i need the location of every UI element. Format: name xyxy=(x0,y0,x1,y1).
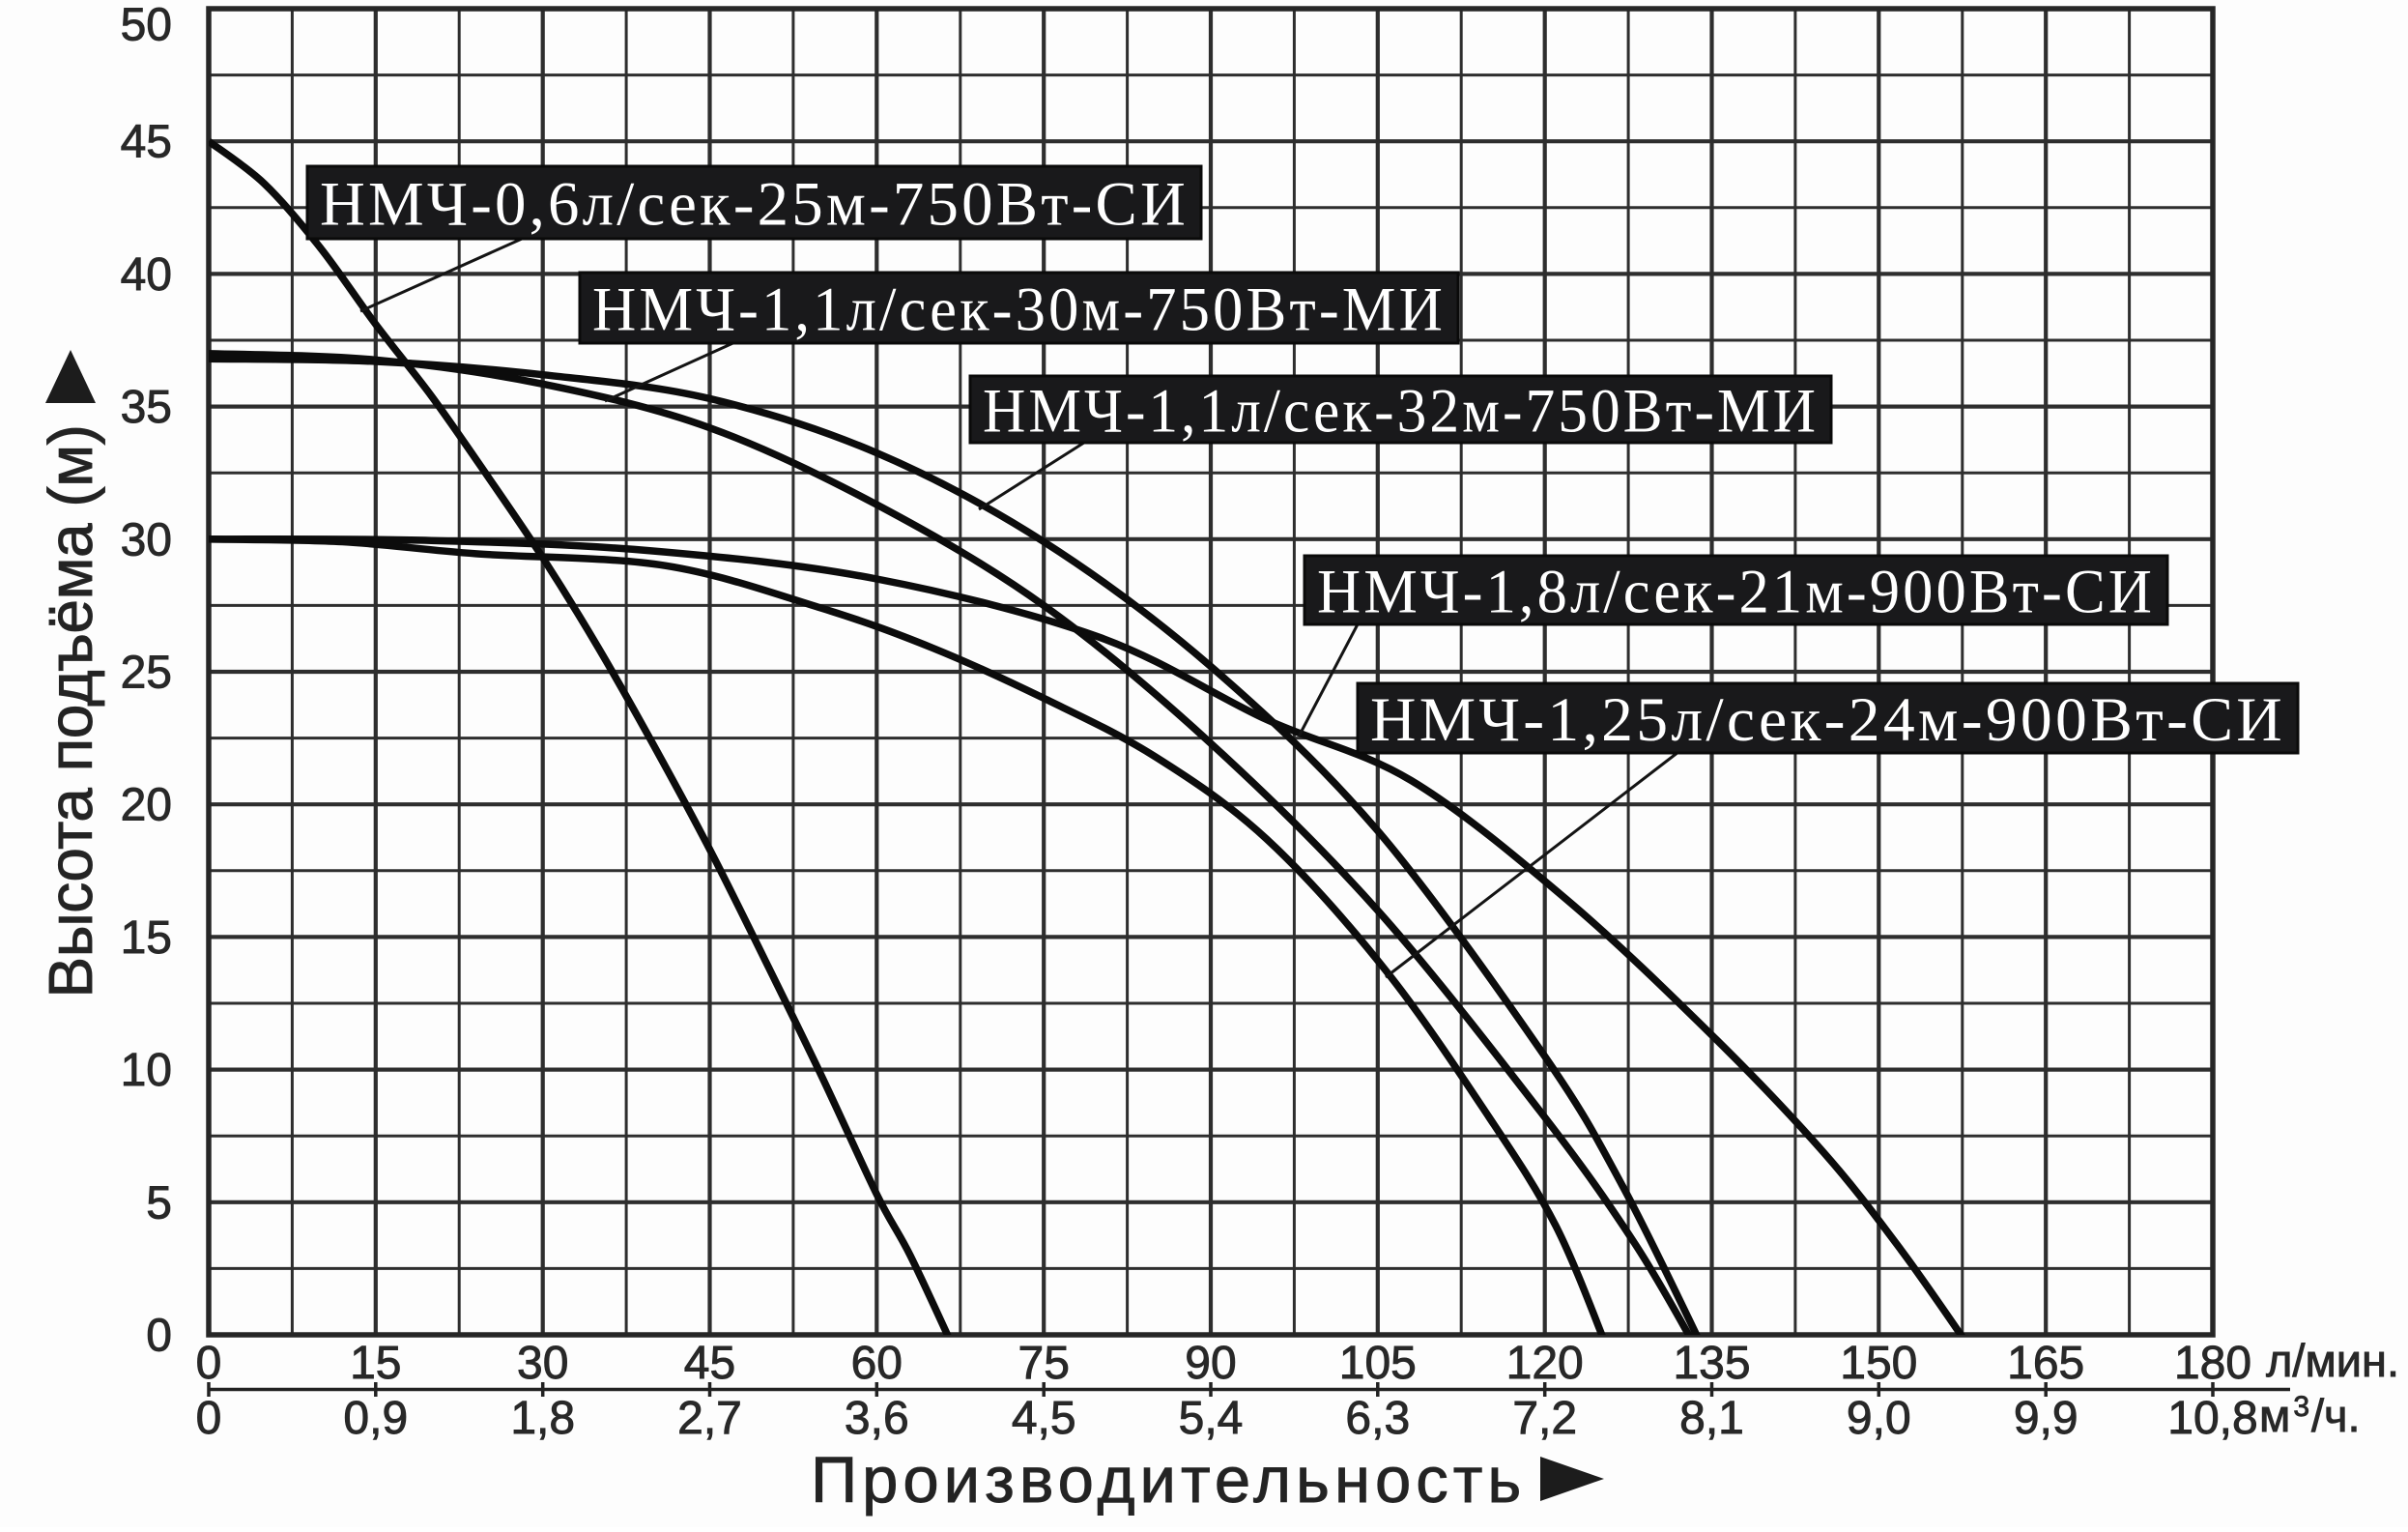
svg-text:0: 0 xyxy=(196,1338,222,1389)
svg-text:10,8: 10,8 xyxy=(2167,1393,2257,1444)
svg-text:Производительность: Производительность xyxy=(811,1444,1526,1517)
svg-text:15: 15 xyxy=(350,1338,401,1389)
svg-text:9,0: 9,0 xyxy=(1847,1393,1911,1444)
svg-text:5,4: 5,4 xyxy=(1179,1393,1244,1444)
svg-text:30: 30 xyxy=(121,514,172,565)
svg-text:2,7: 2,7 xyxy=(677,1393,742,1444)
svg-text:40: 40 xyxy=(121,249,172,301)
svg-text:НМЧ-1,25л/сек-24м-900Вт-СИ: НМЧ-1,25л/сек-24м-900Вт-СИ xyxy=(1370,685,2285,755)
svg-text:НМЧ-1,1л/сек-30м-750Вт-МИ: НМЧ-1,1л/сек-30м-750Вт-МИ xyxy=(592,275,1446,345)
svg-text:60: 60 xyxy=(851,1338,903,1389)
svg-text:10: 10 xyxy=(121,1045,172,1096)
svg-text:НМЧ-1,8л/сек-21м-900Вт-СИ: НМЧ-1,8л/сек-21м-900Вт-СИ xyxy=(1317,558,2155,627)
svg-text:НМЧ-1,1л/сек-32м-750Вт-МИ: НМЧ-1,1л/сек-32м-750Вт-МИ xyxy=(983,377,1819,447)
svg-text:0: 0 xyxy=(146,1311,172,1362)
svg-text:5: 5 xyxy=(146,1177,172,1228)
svg-text:50: 50 xyxy=(121,0,172,51)
svg-text:135: 135 xyxy=(1673,1338,1750,1389)
svg-text:90: 90 xyxy=(1185,1338,1236,1389)
svg-text:35: 35 xyxy=(121,382,172,433)
svg-text:30: 30 xyxy=(517,1338,568,1389)
svg-text:6,3: 6,3 xyxy=(1345,1393,1410,1444)
svg-text:3,6: 3,6 xyxy=(845,1393,909,1444)
svg-text:105: 105 xyxy=(1339,1338,1417,1389)
svg-text:180: 180 xyxy=(2174,1338,2251,1389)
svg-text:45: 45 xyxy=(121,117,172,168)
svg-text:25: 25 xyxy=(121,648,172,699)
svg-text:л/мин.: л/мин. xyxy=(2266,1335,2399,1386)
svg-text:20: 20 xyxy=(121,780,172,831)
svg-text:9,9: 9,9 xyxy=(2014,1393,2078,1444)
svg-text:45: 45 xyxy=(684,1338,735,1389)
svg-text:120: 120 xyxy=(1506,1338,1584,1389)
svg-text:150: 150 xyxy=(1840,1338,1917,1389)
svg-text:75: 75 xyxy=(1018,1338,1070,1389)
svg-text:НМЧ-0,6л/сек-25м-750Вт-СИ: НМЧ-0,6л/сек-25м-750Вт-СИ xyxy=(320,170,1189,240)
svg-text:1,8: 1,8 xyxy=(510,1393,575,1444)
svg-text:165: 165 xyxy=(2007,1338,2084,1389)
svg-text:7,2: 7,2 xyxy=(1512,1393,1577,1444)
svg-text:0: 0 xyxy=(196,1393,222,1444)
svg-text:0,9: 0,9 xyxy=(343,1393,408,1444)
svg-text:8,1: 8,1 xyxy=(1679,1393,1744,1444)
svg-text:Высота подъёма (м): Высота подъёма (м) xyxy=(36,425,105,998)
svg-text:4,5: 4,5 xyxy=(1012,1393,1076,1444)
svg-text:15: 15 xyxy=(121,912,172,964)
